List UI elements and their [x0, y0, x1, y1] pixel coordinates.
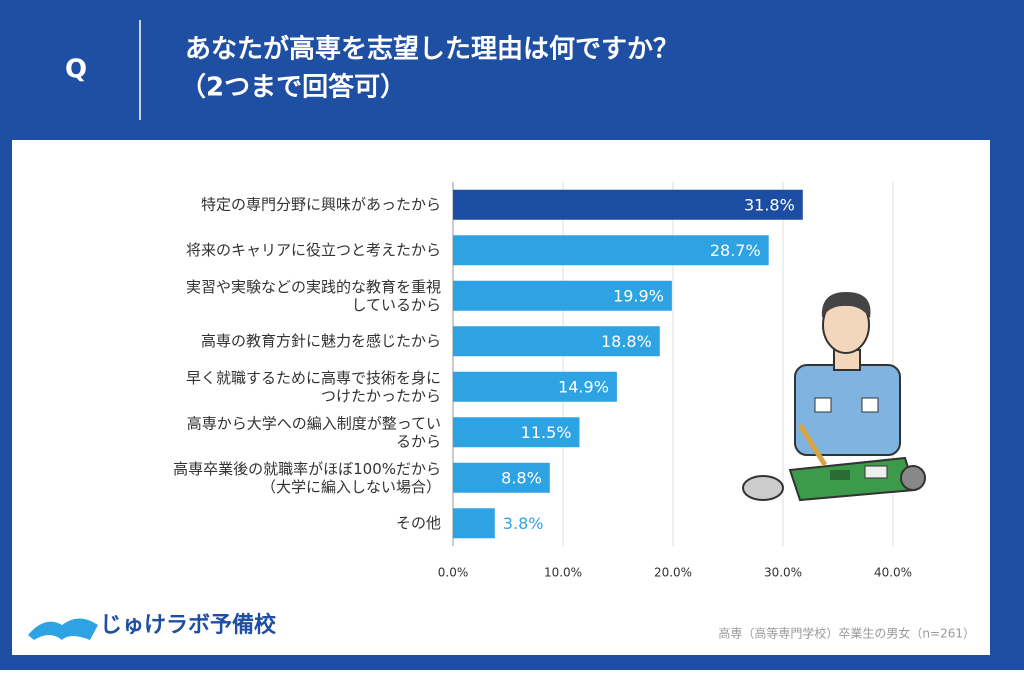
category-label: 高専卒業後の就職率がほぼ100%だから（大学に編入しない場合） [173, 459, 441, 495]
iron-stand [742, 475, 784, 501]
category-label: 早く就職するために高専で技術を身につけたかったから [186, 368, 441, 404]
chip [830, 470, 850, 480]
category-label: その他 [396, 514, 441, 532]
category-label: 高専の教育方針に魅力を感じたから [201, 332, 441, 350]
value-label: 14.9% [558, 377, 609, 396]
x-tick-label: 20.0% [654, 566, 692, 580]
q-marker: Q [65, 55, 87, 85]
illustration [742, 292, 926, 502]
value-label: 8.8% [501, 468, 542, 487]
brand: じゅけラボ予備校 [100, 612, 277, 638]
hair [821, 292, 871, 318]
x-tick-label: 10.0% [544, 566, 582, 580]
bar [453, 235, 769, 266]
value-label: 3.8% [503, 514, 544, 533]
soldering-iron [797, 423, 828, 467]
value-label: 19.9% [613, 286, 664, 305]
logo-icon [28, 618, 98, 640]
bar [453, 371, 617, 402]
category-label: 将来のキャリアに役立つと考えたから [186, 241, 441, 259]
title-line: （2つまで回答可） [180, 72, 406, 103]
value-label: 11.5% [521, 423, 572, 442]
bar [453, 326, 660, 357]
bar [453, 508, 495, 539]
bar [453, 417, 580, 448]
x-tick-label: 40.0% [874, 566, 912, 580]
bar [453, 462, 550, 493]
note: 高専（高等専門学校）卒業生の男女（n=261） [718, 626, 975, 641]
value-label: 28.7% [710, 241, 761, 260]
plot: 0.0% 10.0% 20.0% 30.0% 40.0% 特定の専門分野に興味があったから… [173, 182, 912, 580]
chip [864, 465, 888, 479]
bar [453, 189, 803, 220]
title-line: あなたが高専を志望した理由は何ですか？ [185, 34, 679, 65]
category-label: 高専から大学への編入制度が整っているから [187, 414, 441, 450]
x-tick-label: 0.0% [438, 566, 469, 580]
value-label: 18.8% [601, 332, 652, 351]
x-tick-label: 30.0% [764, 566, 802, 580]
solder-reel [900, 465, 926, 491]
category-label: 実習や実験などの実践的な教育を重視しているから [186, 277, 441, 313]
value-label: 31.8% [744, 195, 795, 214]
pocket [814, 397, 832, 413]
category-label: 特定の専門分野に興味があったから [201, 195, 441, 213]
bar [453, 280, 672, 311]
pocket [861, 397, 879, 413]
